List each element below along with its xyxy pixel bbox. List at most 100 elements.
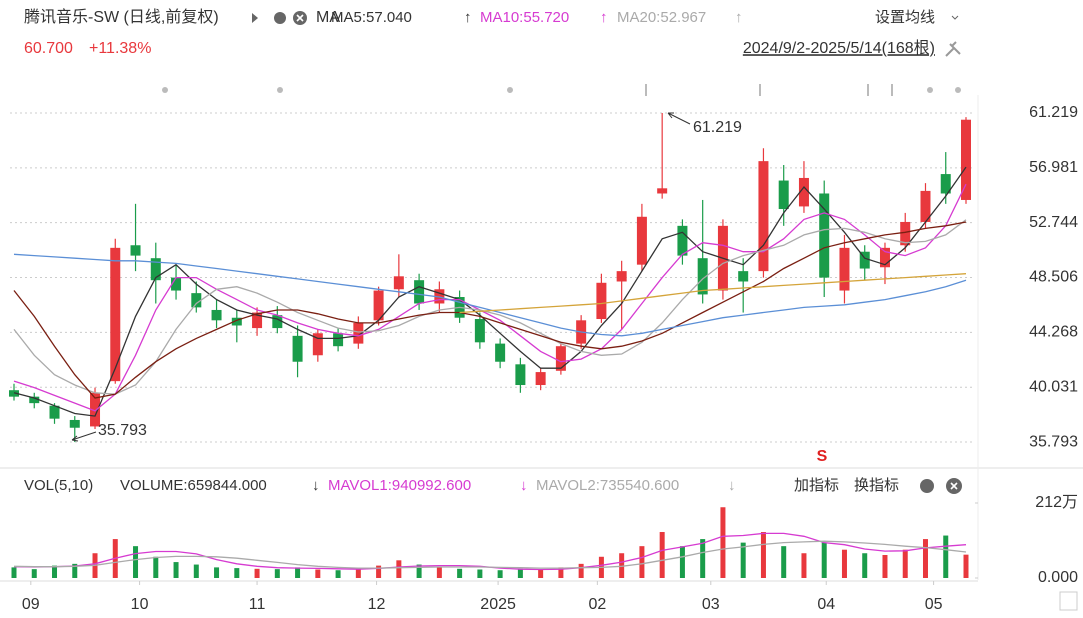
legend-entry: MAVOL2:735540.600 [536, 477, 679, 494]
candle-body [798, 177, 809, 207]
switch-indicator[interactable]: 换指标 [854, 477, 899, 494]
volume-bar [274, 569, 280, 578]
volume-bar [416, 564, 422, 578]
y-tick-label: 56.981 [1029, 159, 1078, 176]
candle-body [312, 333, 323, 356]
legend-trend: ↑ [735, 9, 743, 26]
ma-line [13, 183, 967, 412]
candle-body [211, 309, 222, 321]
volume-trend: ↓ [312, 477, 320, 494]
candle-body [252, 312, 263, 329]
scroll-button[interactable] [1059, 591, 1078, 611]
volume-bar [740, 542, 746, 578]
y-tick-label: 0.000 [1038, 569, 1078, 586]
volume-bar [376, 565, 382, 578]
candle-body [292, 335, 303, 362]
low-arrow [71, 431, 97, 442]
candle-body [49, 405, 60, 419]
volume-bar [133, 546, 139, 578]
volume-bar [396, 560, 402, 578]
volume-bar [760, 532, 766, 578]
volume-bar [457, 568, 463, 578]
ma-label: MA [316, 9, 340, 26]
volume-bar [517, 568, 523, 578]
candle-body [150, 258, 161, 281]
legend-entry: MA10:55.720 [480, 9, 569, 26]
legend-trend: ↑ [464, 9, 472, 26]
ma-setting[interactable]: 设置均线 [875, 9, 935, 26]
volume-bar [295, 567, 301, 578]
last-price: 60.700 [24, 40, 73, 57]
volume-bar [153, 556, 159, 578]
volume-bar [639, 546, 645, 578]
volume-bar [882, 555, 888, 578]
x-tick-label: 12 [368, 596, 386, 613]
volume-bar [781, 546, 787, 578]
volume-bar [922, 539, 928, 578]
legend-entry: MAVOL1:940992.600 [328, 477, 471, 494]
candle-body [393, 276, 404, 290]
candle-body [596, 282, 607, 320]
volume-bar [11, 567, 17, 578]
volume-bar [862, 553, 868, 578]
volume-bar [659, 532, 665, 578]
volume-bar [943, 535, 949, 578]
high-annotation: 61.219 [693, 119, 742, 136]
volume-bar [234, 568, 240, 578]
volume-bar [254, 568, 260, 578]
volume-bar [31, 569, 37, 578]
pin-icon[interactable] [945, 41, 961, 57]
candle-body [272, 315, 283, 329]
y-tick-label: 52.744 [1029, 214, 1078, 231]
candle-body [353, 322, 364, 344]
volume-bar [214, 567, 220, 578]
volume-bar [52, 565, 58, 578]
candle-body [110, 247, 121, 382]
vol-title: VOL(5,10) [24, 477, 93, 494]
add-indicator[interactable]: 加指标 [794, 477, 839, 494]
volume-bar [497, 570, 503, 578]
x-tick-label: 03 [702, 596, 720, 613]
ma-line [459, 273, 967, 314]
vol-settings-icon[interactable] [920, 479, 934, 493]
candle-body [778, 180, 789, 210]
legend-trend: ↓ [520, 477, 528, 494]
volume-bar [821, 542, 827, 578]
date-range[interactable]: 2024/9/2-2025/5/14(168根) [743, 39, 935, 57]
y-tick-label: 35.793 [1029, 433, 1078, 450]
x-tick-label: 04 [817, 596, 835, 613]
candle-body [657, 188, 668, 194]
candle-body [333, 333, 344, 347]
x-tick-label: 10 [131, 596, 149, 613]
settings-icon[interactable] [274, 12, 286, 24]
volume-bar [477, 569, 483, 578]
candle-body [879, 247, 890, 268]
stock-title: 腾讯音乐-SW (日线,前复权) [24, 8, 219, 26]
x-tick-label: 11 [249, 596, 266, 613]
volume-bar [436, 567, 442, 578]
candle-body [535, 372, 546, 386]
price-change: +11.38% [89, 40, 151, 57]
candle-body [90, 392, 101, 427]
candle-body [231, 317, 242, 326]
candle-body [515, 364, 526, 386]
y-tick-label: 40.031 [1029, 378, 1078, 395]
candle-body [191, 293, 202, 308]
volume-bar [193, 564, 199, 578]
candle-body [738, 271, 749, 282]
ma-legend: MA5:57.040 ↑ MA10:55.720 ↑ MA20:52.967 ↑ [331, 9, 743, 26]
expand-icon[interactable] [252, 13, 258, 23]
vol-close-cross [950, 482, 958, 490]
legend-trend: ↓ [728, 477, 736, 494]
ma-line [13, 253, 967, 337]
volume-bar [558, 567, 564, 578]
volume-label: VOLUME:659844.000 [120, 477, 267, 494]
candle-body [171, 277, 182, 291]
vol-legend: MAVOL1:940992.600 ↓ MAVOL2:735540.600 ↓ [328, 477, 736, 494]
x-tick-label: 2025 [480, 596, 516, 613]
x-tick-label: 05 [925, 596, 943, 613]
ma-line [13, 540, 967, 569]
y-tick-label: 44.268 [1029, 324, 1078, 341]
